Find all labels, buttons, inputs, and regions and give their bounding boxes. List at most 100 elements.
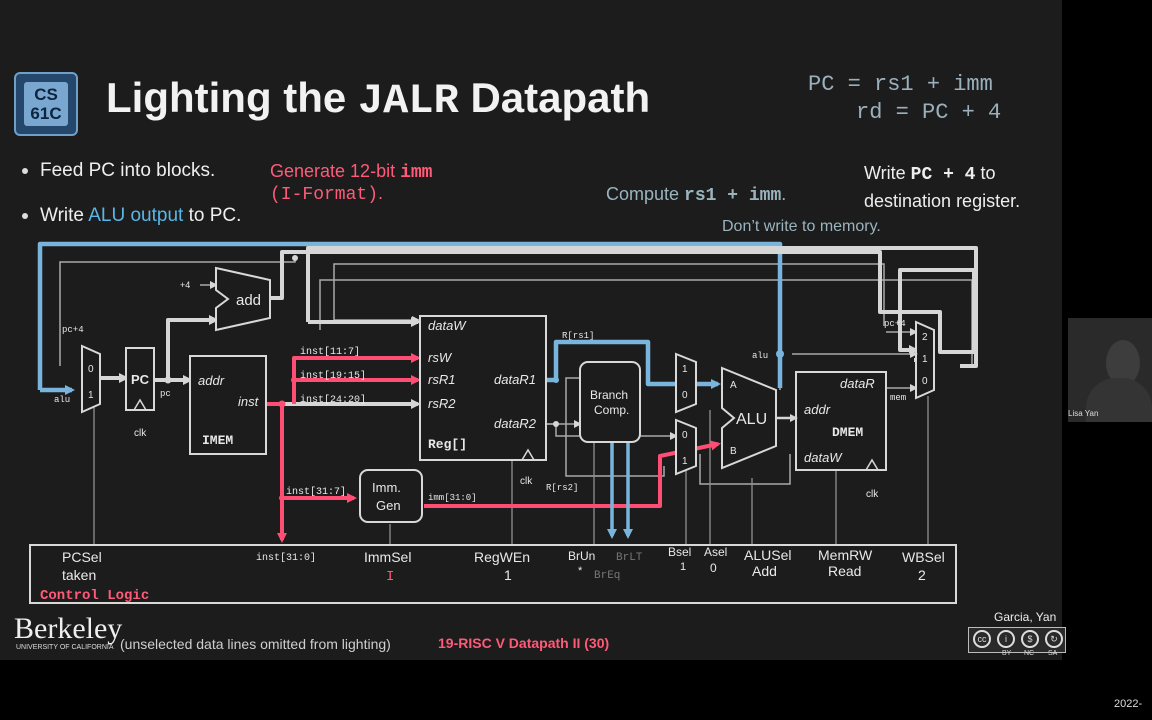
- pc-clk-triangle: [133, 398, 147, 411]
- junction-pc4: [292, 255, 298, 261]
- bullet-2-post: to PC.: [183, 205, 242, 226]
- slide-title: Lighting the JALR Datapath: [106, 74, 650, 125]
- junction-rs2: [553, 421, 559, 427]
- bullet-2-highlight: ALU output: [88, 205, 184, 226]
- ctl-memrw-value: Read: [828, 563, 861, 579]
- berkeley-subtitle: UNIVERSITY OF CALIFORNIA: [16, 644, 114, 651]
- footer-lecture: 19-RISC V Datapath II (30): [438, 635, 610, 651]
- bsel-mux-0: 0: [682, 430, 688, 441]
- authors: Garcia, Yan: [994, 610, 1057, 624]
- wb-mux-0: 0: [922, 376, 928, 387]
- control-inst-label: inst[31:0]: [256, 552, 316, 564]
- alu-block: [721, 366, 777, 470]
- cc-label-sa: SA: [1048, 650, 1058, 657]
- inst-11-7: inst[11:7]: [300, 346, 360, 358]
- note-generate-imm: Generate 12-bit imm (I-Format).: [270, 161, 432, 205]
- berkeley-logo-text: Berkeley: [14, 612, 123, 645]
- bsel-mux-1: 1: [682, 456, 688, 467]
- immgen-block: [359, 469, 423, 523]
- ctl-breq-label: BrEq: [594, 570, 620, 582]
- wb-mux-2: 2: [922, 332, 928, 343]
- datapath-diagram: add +4 0 1 pc+4 alu PC clk pc addr inst …: [29, 241, 978, 604]
- ctl-immsel-value: I: [386, 569, 394, 585]
- inst-31-7: inst[31:7]: [286, 486, 346, 498]
- pc4-right-label: pc+4: [884, 319, 906, 329]
- gen-line2-post: .: [378, 183, 384, 203]
- junction-alu: [776, 350, 784, 358]
- ctl-brlt-label: BrLT: [616, 552, 643, 564]
- dmem-block: [795, 371, 887, 471]
- logo-text-bottom: 61C: [30, 104, 62, 123]
- dmem-dataw: dataW: [804, 450, 843, 465]
- inst-24-20: inst[24:20]: [300, 394, 366, 406]
- bullet-2: Write ALU output to PC.: [22, 205, 241, 227]
- webcam-body: [1086, 378, 1152, 422]
- add-block: [215, 266, 271, 332]
- mem-label: mem: [890, 393, 906, 403]
- reg-label: Reg[]: [428, 437, 467, 452]
- gen-line1-pre: Generate 12-bit: [270, 161, 401, 181]
- bsel-mux: [675, 418, 697, 476]
- reg-rsr2: rsR2: [428, 396, 456, 411]
- cc-icon: cc: [973, 630, 991, 648]
- bullet-dot: [22, 167, 28, 174]
- junction-inst: [278, 400, 286, 408]
- ctl-asel-label: Asel: [704, 545, 727, 559]
- asel-mux-1: 1: [682, 364, 688, 375]
- dmem-clk-triangle: [865, 458, 879, 471]
- wire-wb-out: [306, 246, 978, 368]
- ctl-alusel-value: Add: [752, 563, 777, 579]
- wb-mux-1: 1: [922, 354, 928, 365]
- webcam-name: Lisa Yan: [1068, 409, 1099, 418]
- ctl-asel-value: 0: [710, 561, 717, 575]
- write-mono: PC + 4: [910, 165, 976, 185]
- logo-text-top: CS: [34, 85, 58, 104]
- ctl-memrw-label: MemRW: [818, 547, 873, 563]
- footer-note: (unselected data lines omitted from ligh…: [120, 636, 391, 652]
- dmem-addr: addr: [804, 402, 831, 417]
- asel-mux: [675, 352, 697, 414]
- pc-mux-1: 1: [88, 390, 94, 401]
- imem-block: [189, 355, 267, 455]
- ctl-regwen-label: RegWEn: [474, 549, 530, 565]
- asel-mux-0: 0: [682, 390, 688, 401]
- imm-label-2: Gen: [376, 498, 401, 513]
- ctl-brun-label: BrUn: [568, 549, 595, 563]
- equation-line-1: PC = rs1 + imm: [808, 72, 993, 97]
- bullet-1-text: Feed PC into blocks.: [40, 160, 216, 181]
- control-wires: [93, 396, 929, 545]
- ctl-regwen-value: 1: [504, 567, 512, 583]
- cs61c-logo: CS 61C: [14, 72, 78, 136]
- bullet-1: Feed PC into blocks.: [22, 160, 215, 182]
- title-post: Datapath: [458, 74, 651, 121]
- compute-post: .: [781, 184, 787, 204]
- r-rs2-label: R[rs2]: [546, 483, 578, 493]
- pc-register-label: PC: [131, 372, 150, 387]
- add-label: add: [236, 292, 261, 309]
- webcam-tile: Lisa Yan: [1068, 318, 1152, 422]
- reg-rsr1: rsR1: [428, 372, 455, 387]
- ctl-wbsel-label: WBSel: [902, 549, 945, 565]
- junction-inst-2: [291, 377, 297, 383]
- gen-line2-mono: (I-Format): [270, 185, 379, 205]
- cc-label-by: BY: [1002, 650, 1012, 657]
- ctl-immsel-label: ImmSel: [364, 549, 411, 565]
- logo-chip: CS 61C: [24, 82, 68, 126]
- imem-inst: inst: [238, 394, 260, 409]
- reg-clk-label: clk: [520, 476, 533, 487]
- clock-date: 2022-: [1114, 698, 1143, 710]
- ctl-pcsel-value: taken: [62, 567, 96, 583]
- dmem-label: DMEM: [832, 425, 863, 440]
- alu-right-label: alu: [752, 351, 768, 361]
- dmem-datar: dataR: [840, 376, 875, 391]
- alu-b-label: B: [730, 446, 737, 457]
- cc-label-nc: NC: [1024, 650, 1035, 657]
- imm-out-label: imm[31:0]: [428, 493, 477, 503]
- imem-addr: addr: [198, 373, 225, 388]
- wire-pc4-path: [270, 250, 976, 355]
- bullet-dot: [22, 212, 28, 219]
- wire-rs2-branch: [565, 377, 665, 477]
- nc-icon: $: [1021, 630, 1039, 648]
- cc-license-badge: cc i $ ↻: [968, 627, 1066, 653]
- branch-label-1: Branch: [590, 388, 628, 402]
